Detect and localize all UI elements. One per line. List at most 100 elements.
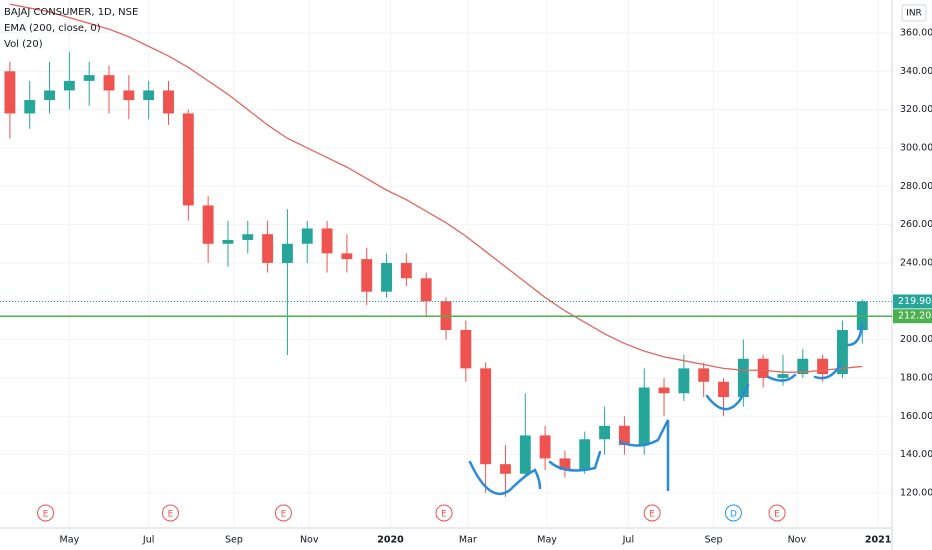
x-tick-label: May [60, 535, 80, 546]
candle-body [24, 100, 36, 114]
candle-body [718, 381, 729, 398]
y-tick-label: 200.00 [900, 334, 932, 345]
candle-body [301, 228, 313, 244]
candle-body [480, 368, 492, 465]
candle-body [797, 358, 809, 375]
event-label: E [43, 510, 49, 520]
candle-body [500, 464, 511, 474]
indicator-name: Vol (20) [4, 39, 43, 50]
candle-body [599, 425, 611, 440]
price-level-badge [893, 294, 932, 309]
candle-body [381, 262, 392, 292]
candle-body [321, 228, 333, 254]
event-marker [724, 504, 742, 522]
candle-body [757, 358, 769, 378]
candle-body [83, 75, 95, 81]
x-tick-label: Nov [300, 535, 319, 546]
x-tick-label: Nov [788, 535, 807, 546]
currency-label[interactable]: INR [906, 9, 922, 19]
event-marker [274, 504, 292, 522]
plot [4, 3, 868, 497]
event-marker [643, 504, 661, 522]
y-tick-label: 320.00 [900, 104, 932, 115]
y-tick-label: 340.00 [900, 66, 932, 77]
candle-body [658, 387, 670, 394]
drawn-curve [846, 323, 864, 347]
price-level-badge [893, 309, 932, 324]
event-label: E [649, 510, 655, 520]
chart-title: BAJAJ CONSUMER, 1D, NSE [4, 7, 138, 18]
drawn-curve [705, 383, 750, 411]
drawn-curve [618, 419, 670, 492]
candle-body [103, 75, 115, 91]
candle-body [341, 253, 353, 260]
event-label: E [168, 510, 174, 520]
candle-body [242, 234, 254, 240]
x-tick-label: 2020 [377, 535, 404, 546]
ema-line [9, 3, 863, 373]
candle-body [698, 368, 710, 382]
candle-body [123, 90, 135, 101]
candle-body [281, 243, 293, 263]
drawn-curve [813, 363, 842, 380]
candle-body [777, 374, 789, 378]
candle-body [817, 358, 829, 375]
indicator-name: EMA (200, close, 0) [4, 23, 101, 34]
event-marker [37, 504, 55, 522]
candle-body [182, 113, 194, 206]
x-tick-label: Sep [225, 535, 243, 546]
candle-body [63, 80, 75, 91]
candle-body [539, 435, 551, 459]
candle-body [222, 239, 234, 244]
candle-body [678, 368, 690, 394]
drawn-curve [766, 373, 797, 382]
candle-body [4, 71, 16, 114]
y-tick-label: 240.00 [900, 257, 932, 268]
x-tick-label: Sep [705, 535, 723, 546]
currency-badge[interactable] [901, 4, 927, 22]
y-tick-label: 260.00 [900, 219, 932, 230]
x-tick-label: Mar [459, 535, 477, 546]
candle-body [737, 358, 749, 398]
y-tick-label: 180.00 [900, 372, 932, 383]
y-tick-label: 280.00 [900, 181, 932, 192]
candle-body [519, 435, 531, 474]
event-label: E [774, 510, 780, 520]
x-tick-label: 2021 [865, 535, 891, 546]
candle-body [361, 259, 373, 292]
candle-body [579, 439, 591, 470]
y-tick-label: 360.00 [900, 27, 932, 38]
x-tick-label: Jul [622, 535, 634, 546]
candle-body [143, 90, 155, 101]
candle-body [262, 234, 274, 263]
candle-body [400, 262, 412, 279]
drawn-curve [548, 450, 602, 472]
candle-body [163, 90, 174, 114]
y-tick-label: 120.00 [900, 487, 932, 498]
candle-body [836, 330, 848, 375]
price-level-label: 219.90 [898, 296, 931, 307]
event-marker [768, 504, 786, 522]
candle-body [618, 425, 630, 446]
candle-body [420, 278, 432, 302]
event-label: E [281, 510, 287, 520]
event-label: D [730, 510, 737, 520]
price-level-label: 212.20 [898, 311, 931, 322]
y-tick-label: 160.00 [900, 411, 932, 422]
event-marker [435, 504, 453, 522]
candle-body [44, 90, 56, 101]
candle-body [638, 387, 650, 446]
y-tick-label: 300.00 [900, 142, 932, 153]
drawn-curve [468, 460, 542, 496]
event-label: E [441, 510, 447, 520]
candle-body [559, 458, 571, 470]
annotations [468, 323, 864, 496]
candle-body [202, 205, 214, 244]
candle-body [460, 330, 472, 369]
event-marker [161, 504, 179, 522]
x-tick-label: May [537, 535, 557, 546]
y-tick-label: 140.00 [900, 449, 932, 460]
x-tick-label: Jul [142, 535, 154, 546]
